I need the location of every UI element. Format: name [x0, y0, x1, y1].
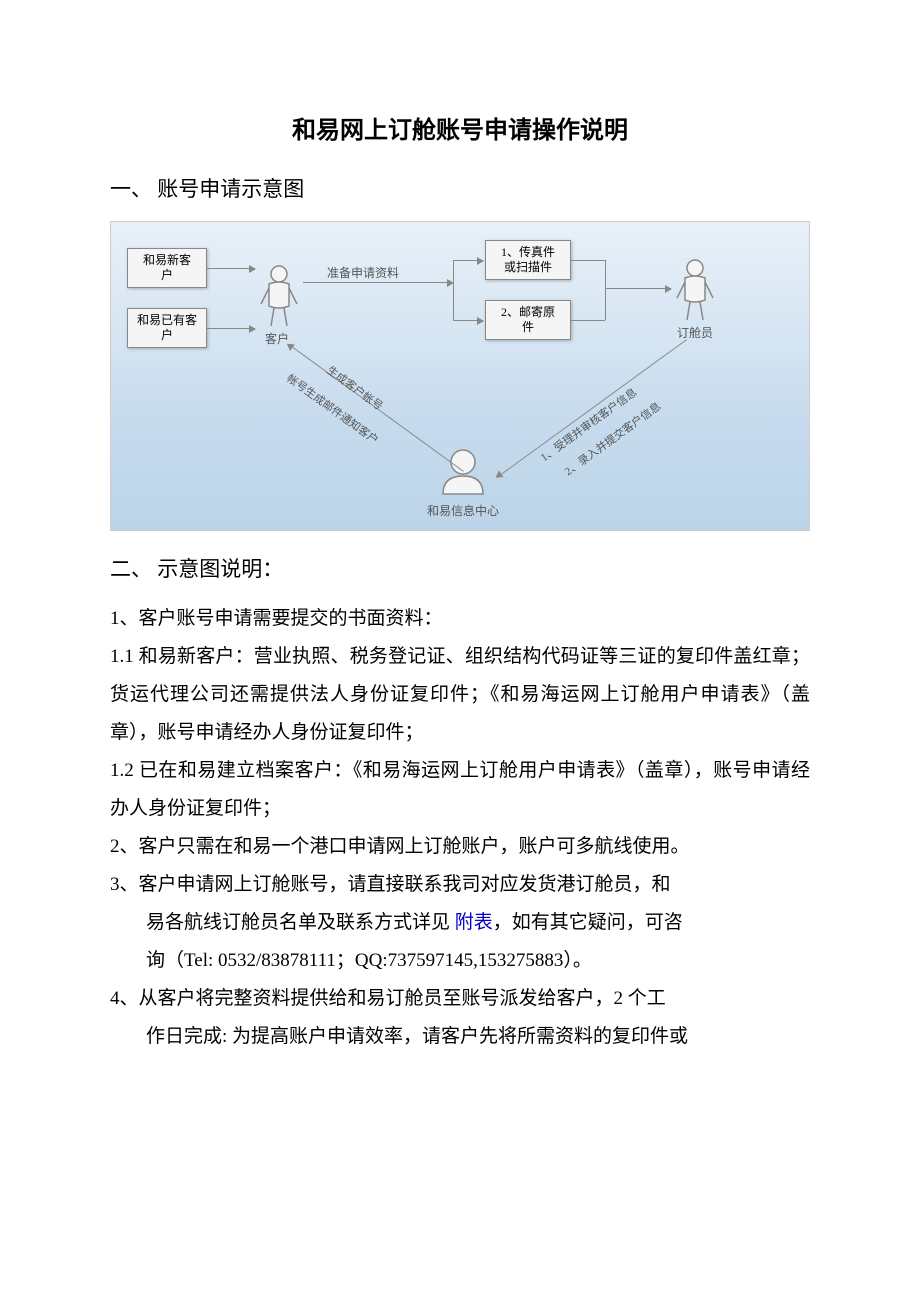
para-1-2: 1.2 已在和易建立档案客户：《和易海运网上订舱用户申请表》（盖章），账号申请经…: [110, 752, 810, 828]
node-existing-customer: 和易已有客户: [127, 308, 207, 348]
application-flowchart: 和易新客户 和易已有客户 客户 准备申请资料 1、传真件或扫描件 2、邮寄原件: [110, 221, 810, 531]
para-3-line2-pre: 易各航线订舱员名单及联系方式详见: [146, 912, 455, 933]
label-prepare-materials: 准备申请资料: [327, 264, 399, 281]
actor-customer-icon: [257, 264, 301, 328]
node-new-customer: 和易新客户: [127, 248, 207, 288]
para-3-line1: 3、客户申请网上订舱账号，请直接联系我司对应发货港订舱员，和: [110, 866, 810, 904]
para-4-line2: 作日完成: 为提高账户申请效率，请客户先将所需资料的复印件或: [110, 1018, 810, 1056]
para-3-line2: 易各航线订舱员名单及联系方式详见 附表，如有其它疑问，可咨: [110, 904, 810, 942]
node-fax-scan: 1、传真件或扫描件: [485, 240, 571, 280]
para-2: 2、客户只需在和易一个港口申请网上订舱账户，账户可多航线使用。: [110, 828, 810, 866]
edge: [453, 320, 483, 321]
label-info-center: 和易信息中心: [427, 502, 499, 519]
edge: [571, 320, 605, 321]
edge: [453, 260, 454, 320]
para-1-1: 1.1 和易新客户：营业执照、税务登记证、组织结构代码证等三证的复印件盖红章；货…: [110, 638, 810, 752]
edge: [605, 260, 606, 320]
para-3-line2-post: ，如有其它疑问，可咨: [493, 912, 683, 933]
edge: [571, 260, 605, 261]
edge: [605, 288, 671, 289]
section-one-heading: 一、 账号申请示意图: [110, 173, 810, 207]
edge: [453, 260, 483, 261]
document-title: 和易网上订舱账号申请操作说明: [110, 110, 810, 145]
edge: [207, 328, 255, 329]
edge: [303, 282, 453, 283]
label-booking-staff: 订舱员: [677, 324, 713, 341]
section-two-heading: 二、 示意图说明：: [110, 553, 810, 587]
para-3-line3: 询（Tel: 0532/83878111；QQ:737597145,153275…: [110, 942, 810, 980]
actor-booking-icon: [673, 258, 717, 322]
para-4-line1: 4、从客户将完整资料提供给和易订舱员至账号派发给客户，2 个工: [110, 980, 810, 1018]
body-text: 1、客户账号申请需要提交的书面资料： 1.1 和易新客户：营业执照、税务登记证、…: [110, 600, 810, 1056]
attachment-link[interactable]: 附表: [455, 912, 493, 933]
edge: [207, 268, 255, 269]
para-1: 1、客户账号申请需要提交的书面资料：: [110, 600, 810, 638]
node-mail-original: 2、邮寄原件: [485, 300, 571, 340]
